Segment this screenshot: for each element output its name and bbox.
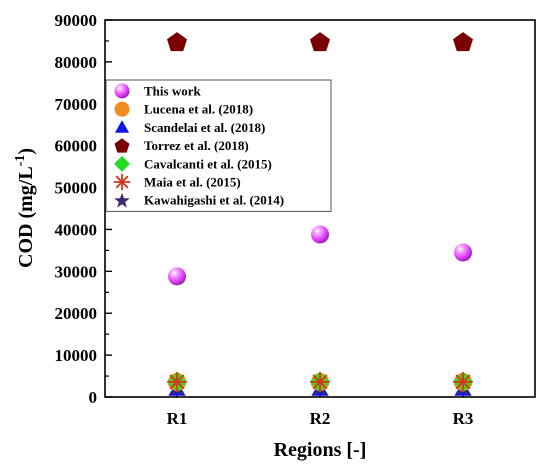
asterisk-stroke: [115, 175, 129, 189]
pentagon-marker: [310, 32, 330, 52]
series-group: [167, 372, 473, 392]
x-tick-label: R3: [453, 409, 474, 428]
legend-label: Torrez et al. (2018): [144, 138, 249, 153]
data-point: [168, 267, 186, 286]
y-tick-label: 10000: [55, 346, 98, 365]
y-tick-label: 60000: [55, 137, 98, 156]
y-axis-title-main: COD (mg/L: [15, 166, 37, 268]
legend-label: Kawahigashi et al. (2014): [144, 193, 284, 208]
x-tick-label: R1: [167, 409, 188, 428]
asterisk-stroke: [169, 374, 185, 390]
y-axis-title-superscript: -1: [13, 155, 28, 167]
asterisk-marker: [167, 372, 187, 392]
legend-item: Kawahigashi et al. (2014): [114, 192, 284, 208]
y-tick-label: 0: [89, 388, 98, 407]
data-point: [453, 32, 473, 52]
axes: 0 10000 20000 30000 40000 50000 60000 70000 8000…: [55, 11, 536, 428]
pentagon-marker: [453, 32, 473, 52]
y-tick-label: 50000: [55, 179, 98, 198]
legend-star-icon: [114, 192, 130, 208]
sphere-marker: [311, 225, 329, 244]
data-point: [311, 225, 329, 244]
series-group: [168, 225, 472, 286]
y-tick-label: 30000: [55, 262, 98, 281]
y-tick-label: 70000: [55, 95, 98, 114]
pentagon-marker: [167, 32, 187, 52]
asterisk-stroke: [312, 374, 328, 390]
legend-item: Maia et al. (2015): [113, 173, 241, 191]
legend-asterisk-icon: [113, 173, 131, 191]
legend-pentagon-icon: [114, 138, 130, 153]
x-axis-title: Regions [-]: [274, 439, 367, 461]
legend-label: Cavalcanti et al. (2015): [144, 156, 272, 171]
y-axis-title-close: ): [15, 148, 37, 155]
x-tick-label: R2: [310, 409, 331, 428]
legend: This work Lucena et al. (2018) Scandelai e…: [105, 79, 332, 212]
sphere-marker: [454, 243, 472, 262]
legend-item: This work: [114, 83, 201, 99]
series-group: [167, 32, 473, 52]
legend-item: Torrez et al. (2018): [114, 138, 249, 153]
data-point: [310, 32, 330, 52]
legend-box: [105, 79, 332, 212]
data-point: [454, 243, 472, 262]
data-point: [167, 372, 187, 392]
y-axis-title: COD (mg/L-1): [13, 148, 37, 268]
asterisk-marker: [453, 372, 473, 392]
data-marks: [166, 32, 474, 396]
legend-triangle-icon: [114, 120, 130, 133]
legend-label: Scandelai et al. (2018): [144, 120, 265, 135]
data-point: [167, 32, 187, 52]
legend-label: This work: [144, 84, 201, 99]
legend-circle-icon: [114, 101, 130, 117]
y-tick-label: 20000: [55, 304, 98, 323]
data-point: [453, 372, 473, 392]
y-tick-label: 40000: [55, 220, 98, 239]
asterisk-marker: [310, 372, 330, 392]
legend-item: Lucena et al. (2018): [114, 101, 253, 117]
y-tick-label: 80000: [55, 53, 98, 72]
legend-diamond-icon: [114, 155, 130, 172]
legend-item: Scandelai et al. (2018): [114, 120, 265, 135]
legend-sphere-icon: [114, 83, 130, 99]
y-tick-label: 90000: [55, 11, 98, 30]
legend-label: Maia et al. (2015): [144, 175, 241, 190]
legend-item: Cavalcanti et al. (2015): [114, 155, 272, 172]
sphere-marker: [168, 267, 186, 286]
legend-label: Lucena et al. (2018): [144, 102, 253, 117]
data-point: [310, 372, 330, 392]
asterisk-stroke: [455, 374, 471, 390]
